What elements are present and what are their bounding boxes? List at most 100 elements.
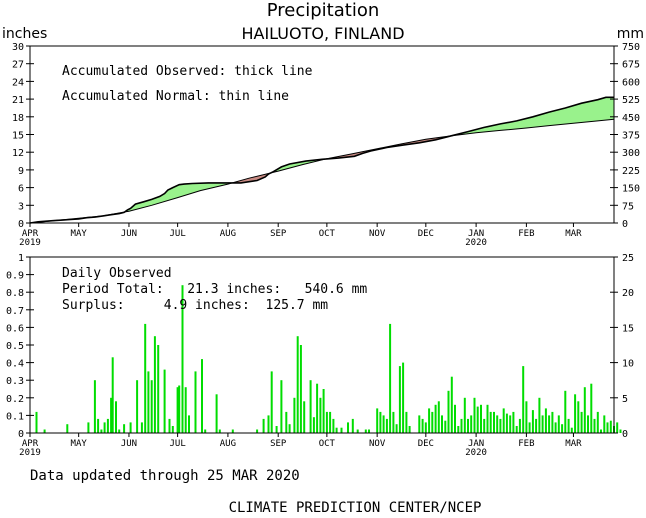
daily-bar	[405, 411, 408, 433]
daily-bar	[118, 429, 121, 433]
daily-bar	[457, 426, 460, 433]
daily-bar	[450, 376, 453, 433]
daily-bar	[551, 411, 554, 433]
daily-bar	[609, 420, 612, 433]
daily-bar	[106, 418, 109, 433]
daily-bar	[593, 418, 596, 433]
daily-bar	[288, 424, 291, 433]
acc-x-tick-label: OCT	[319, 229, 336, 239]
daily-right-tick-label: 5	[622, 394, 628, 405]
daily-left-tick-label: 0	[18, 429, 24, 440]
daily-bar	[408, 426, 411, 433]
daily-bar	[123, 424, 126, 433]
acc-left-tick-label: 12	[12, 148, 24, 159]
daily-bar	[564, 390, 567, 433]
acc-x-tick-label: FEB	[518, 229, 534, 239]
daily-x-tick-label: NOV	[369, 439, 386, 449]
daily-left-tick-label: 0.5	[6, 341, 24, 352]
acc-x-tick-label: SEP	[270, 229, 287, 239]
daily-bar	[285, 411, 288, 433]
acc-left-tick-label: 3	[18, 201, 24, 212]
daily-plot-area	[35, 285, 622, 433]
acc-right-tick-label: 450	[622, 113, 640, 124]
daily-bar	[548, 415, 551, 433]
daily-bar	[309, 380, 312, 433]
daily-bar	[574, 394, 577, 433]
daily-bar	[188, 415, 190, 433]
daily-left-tick-label: 0.2	[6, 394, 24, 405]
daily-bar	[544, 408, 547, 433]
daily-left-tick-label: 0.4	[6, 359, 24, 370]
right-unit-label: mm	[617, 26, 644, 42]
daily-bar	[204, 429, 207, 433]
daily-x-tick-label: JUN	[121, 439, 137, 449]
acc-right-tick-label: 300	[622, 148, 640, 159]
daily-bar	[596, 411, 599, 433]
daily-bar	[103, 422, 106, 433]
daily-bar	[522, 366, 525, 433]
daily-bar	[554, 422, 557, 433]
daily-right-tick-label: 20	[622, 288, 634, 299]
daily-bar	[428, 408, 431, 433]
daily-bar	[312, 417, 315, 433]
acc-left-tick-label: 15	[12, 131, 24, 142]
acc-x-tick-label: MAR	[565, 229, 582, 239]
daily-bar	[256, 429, 259, 433]
acc-x-tick-label: JAN	[468, 229, 484, 239]
daily-bar	[470, 415, 473, 433]
daily-bar	[473, 397, 476, 433]
daily-bar	[463, 397, 466, 433]
daily-bar	[231, 429, 234, 433]
daily-bar	[467, 418, 469, 433]
daily-left-tick-label: 1	[18, 253, 24, 264]
daily-bar	[603, 415, 606, 433]
daily-bar	[444, 420, 447, 433]
daily-bar	[140, 422, 143, 433]
acc-year-label: 2019	[19, 238, 41, 248]
daily-bar	[515, 426, 518, 433]
daily-bar	[368, 429, 370, 433]
daily-bar	[168, 418, 171, 433]
daily-left-tick-label: 0.6	[6, 323, 24, 334]
daily-bar	[115, 401, 117, 433]
acc-right-tick-label: 600	[622, 77, 640, 88]
daily-bar	[389, 323, 392, 433]
normal-line	[29, 118, 615, 224]
daily-bar	[163, 369, 166, 433]
daily-bar	[493, 411, 495, 433]
daily-bar	[111, 357, 114, 433]
daily-left-tick-label: 0.8	[6, 288, 24, 299]
daily-bar	[509, 415, 512, 433]
daily-bar	[262, 418, 265, 433]
daily-bar	[171, 426, 174, 433]
daily-bar	[587, 415, 589, 433]
daily-bar	[447, 390, 450, 433]
accumulated-panel: 0369121518212427300751502253003754505256…	[12, 42, 640, 248]
daily-bar	[332, 418, 335, 433]
accumulated-plot-area	[29, 96, 615, 224]
daily-x-tick-label: MAR	[565, 439, 582, 449]
daily-bar	[476, 406, 479, 433]
daily-left-tick-label: 0.3	[6, 376, 24, 387]
daily-bar	[570, 427, 573, 433]
surplus-area	[125, 182, 232, 212]
daily-bar	[270, 371, 273, 433]
daily-bar	[340, 427, 343, 433]
daily-bar	[144, 323, 147, 433]
credit-label: CLIMATE PREDICTION CENTER/NCEP	[229, 500, 482, 516]
accumulated-axes: 0369121518212427300751502253003754505256…	[12, 42, 640, 248]
daily-x-tick-label: JUL	[169, 439, 185, 449]
acc-x-tick-label: NOV	[369, 229, 386, 239]
daily-bar	[184, 387, 187, 433]
daily-bar	[392, 411, 395, 433]
daily-bar	[181, 285, 184, 433]
acc-x-tick-label: DEC	[418, 229, 434, 239]
daily-bar	[129, 422, 132, 433]
daily-bar	[215, 394, 218, 433]
daily-bar	[518, 418, 521, 433]
daily-bar	[316, 383, 319, 433]
acc-left-tick-label: 30	[12, 42, 24, 53]
daily-bar	[541, 415, 544, 433]
daily-bar	[538, 397, 541, 433]
